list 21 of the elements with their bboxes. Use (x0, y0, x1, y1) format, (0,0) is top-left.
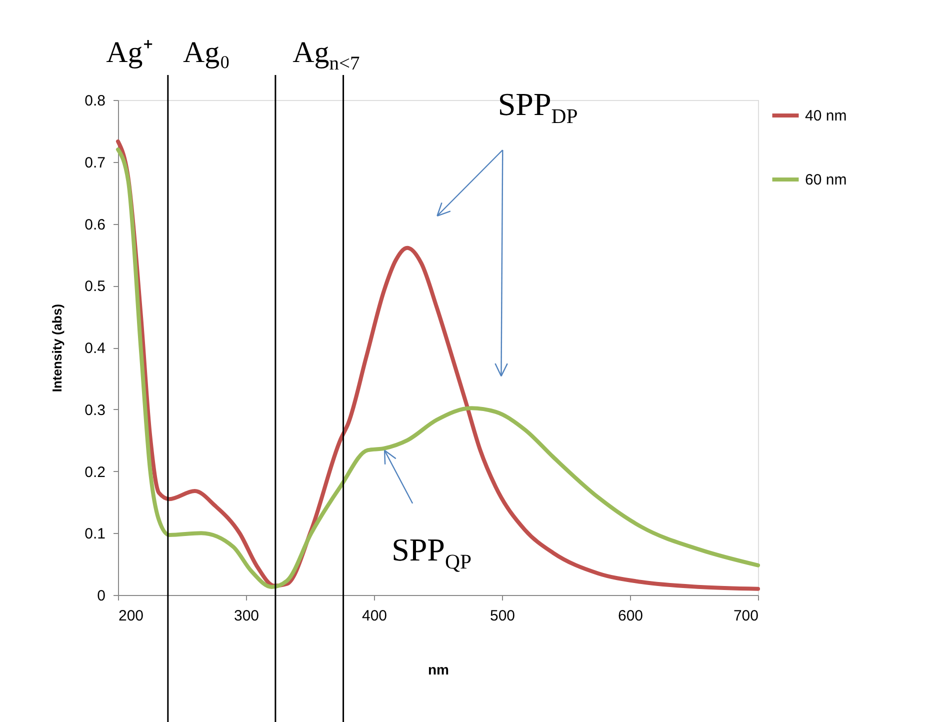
x-tick-label: 600 (618, 608, 644, 624)
x-tick-label: 300 (234, 608, 260, 624)
y-tick-label: 0.5 (84, 278, 106, 296)
y-tick-label: 0.6 (84, 216, 106, 234)
x-tick-label: 700 (733, 608, 758, 624)
y-tick-label: 0 (97, 588, 106, 604)
y-tick-label: 0.7 (84, 154, 106, 172)
text: Ag⁺ (106, 36, 153, 69)
text: Ag₀ (182, 36, 230, 69)
x-tick-label: 400 (362, 608, 388, 624)
x-tick-label: 200 (118, 608, 144, 624)
y-tick-label: 0.3 (84, 402, 106, 419)
legend-label: 40 nm (805, 108, 847, 124)
y-tick-label: 0.4 (84, 340, 106, 357)
legend-label: 60 nm (805, 172, 847, 188)
y-tick-label: 0.8 (84, 92, 106, 110)
x-axis-title: nm (428, 662, 449, 678)
y-tick-label: 0.2 (84, 464, 106, 481)
y-tick-label: 0.1 (84, 526, 106, 543)
y-axis-title: Intensity (abs) (50, 304, 65, 392)
x-tick-label: 500 (490, 608, 516, 624)
